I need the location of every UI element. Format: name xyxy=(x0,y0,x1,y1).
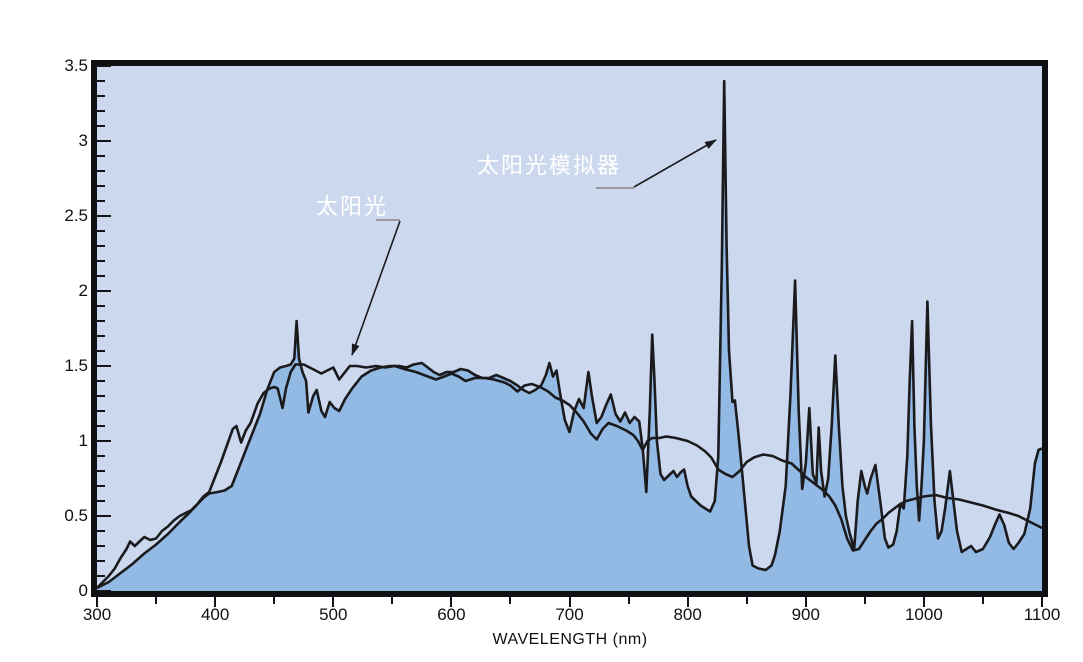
x-axis-major-tick xyxy=(1041,597,1043,607)
y-axis-minor-tick xyxy=(97,185,105,187)
x-axis-minor-tick xyxy=(155,597,158,604)
y-axis-minor-tick xyxy=(97,320,105,322)
simulator-annotation-label: 太阳光模拟器 xyxy=(477,153,622,178)
sunlight-curve xyxy=(97,363,1042,589)
y-axis-major-tick xyxy=(97,215,111,217)
x-axis-minor-tick xyxy=(981,597,984,604)
y-axis-tick-label: 0 xyxy=(78,581,88,600)
y-axis-major-tick xyxy=(97,365,111,367)
y-axis-minor-tick xyxy=(97,170,105,172)
y-axis-minor-tick xyxy=(97,395,105,397)
y-axis-minor-tick xyxy=(97,455,105,457)
y-axis-minor-tick xyxy=(97,95,105,97)
y-axis-tick-label: 3.5 xyxy=(64,56,88,75)
x-axis-minor-tick xyxy=(509,597,512,604)
y-axis-minor-tick xyxy=(97,125,105,127)
x-axis-major-tick xyxy=(450,597,453,607)
y-axis-minor-tick xyxy=(97,545,105,547)
y-axis-minor-tick xyxy=(97,470,105,472)
x-axis-major-tick xyxy=(922,597,925,607)
x-axis-major-tick xyxy=(686,597,689,607)
y-axis-minor-tick xyxy=(97,230,105,232)
x-axis-major-tick xyxy=(332,597,335,607)
y-axis-major-tick xyxy=(97,590,111,592)
x-axis-minor-tick xyxy=(391,597,394,604)
y-axis-minor-tick xyxy=(97,155,105,157)
y-axis-tick-label: 1 xyxy=(78,431,88,450)
spectrum-curves xyxy=(97,79,1042,591)
y-axis-tick-label: 1.5 xyxy=(64,356,88,375)
x-axis-minor-tick xyxy=(273,597,276,604)
y-axis-tick-label: 2.5 xyxy=(64,206,88,225)
x-axis-tick-label: 500 xyxy=(319,605,348,624)
x-axis-minor-tick xyxy=(627,597,630,604)
x-axis-major-tick xyxy=(214,597,217,607)
y-axis-minor-tick xyxy=(97,305,105,307)
x-axis-tick-label: 400 xyxy=(200,605,230,624)
y-axis-minor-tick xyxy=(97,110,105,112)
y-axis-minor-tick xyxy=(97,200,105,202)
x-axis-tick-label: 1000 xyxy=(904,605,943,624)
x-axis-tick-label: 800 xyxy=(673,605,702,624)
x-axis-minor-tick xyxy=(863,597,866,604)
y-axis-minor-tick xyxy=(97,485,105,487)
simulator-fill xyxy=(97,81,1042,591)
simulator-curve xyxy=(97,79,1042,590)
x-axis-tick-label: 300 xyxy=(82,605,112,624)
y-axis-major-tick xyxy=(97,515,111,517)
y-axis-minor-tick xyxy=(97,80,105,82)
y-axis-minor-tick xyxy=(97,530,105,532)
y-axis-major-tick xyxy=(97,440,111,442)
x-axis-tick-label: 1100 xyxy=(1023,605,1061,624)
y-axis-minor-tick xyxy=(97,260,105,262)
y-axis-tick-label: 3 xyxy=(78,131,88,150)
y-axis-minor-tick xyxy=(97,335,105,337)
plot-area xyxy=(91,60,1048,597)
x-axis-minor-tick xyxy=(745,597,748,604)
y-axis-tick-label: 0.5 xyxy=(64,506,88,525)
y-axis-minor-tick xyxy=(97,575,105,577)
y-axis-minor-tick xyxy=(97,425,105,427)
x-axis-title: WAVELENGTH (nm) xyxy=(492,631,648,648)
y-axis-major-tick xyxy=(97,140,111,142)
y-axis-minor-tick xyxy=(97,245,105,247)
sunlight-annotation-label: 太阳光 xyxy=(316,194,389,219)
x-axis-tick-label: 700 xyxy=(555,605,584,624)
y-axis-minor-tick xyxy=(97,380,105,382)
y-axis-major-tick xyxy=(97,65,111,67)
y-axis-major-tick xyxy=(97,290,111,292)
y-axis-minor-tick xyxy=(97,350,105,352)
y-axis-minor-tick xyxy=(97,560,105,562)
x-axis-major-tick xyxy=(96,597,98,607)
x-axis-tick-label: 900 xyxy=(791,605,820,624)
y-axis-minor-tick xyxy=(97,410,105,412)
x-axis-tick-label: 600 xyxy=(437,605,466,624)
y-axis-minor-tick xyxy=(97,500,105,502)
x-axis-major-tick xyxy=(804,597,807,607)
x-axis-major-tick xyxy=(568,597,571,607)
y-axis-minor-tick xyxy=(97,275,105,277)
y-axis-tick-label: 2 xyxy=(78,281,88,300)
